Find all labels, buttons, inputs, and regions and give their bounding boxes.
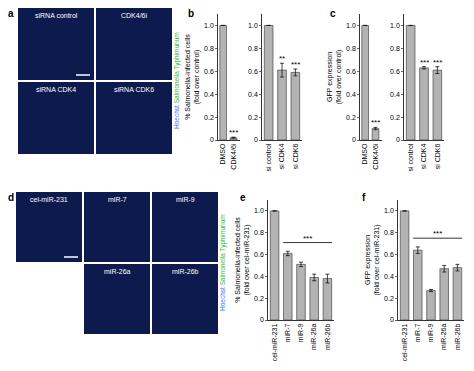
svg-text:DMSO: DMSO xyxy=(219,143,226,165)
svg-text:0.4: 0.4 xyxy=(248,91,258,98)
svg-text:0.2: 0.2 xyxy=(384,295,394,302)
svg-text:si CDK4: si CDK4 xyxy=(278,144,285,170)
svg-text:miR-9: miR-9 xyxy=(297,323,304,342)
svg-text:CDK4/6i: CDK4/6i xyxy=(372,143,379,170)
svg-text:***: *** xyxy=(433,58,442,67)
svg-text:0.6: 0.6 xyxy=(390,68,400,75)
svg-text:0.8: 0.8 xyxy=(390,45,400,52)
svg-text:1.0: 1.0 xyxy=(254,207,264,214)
svg-text:0: 0 xyxy=(390,316,394,323)
svg-text:0.2: 0.2 xyxy=(248,114,258,121)
svg-text:miR-26a: miR-26a xyxy=(310,323,317,350)
svg-text:siRNA CDK6: siRNA CDK6 xyxy=(114,86,154,93)
svg-text:0.4: 0.4 xyxy=(204,91,214,98)
svg-text:1.0: 1.0 xyxy=(248,22,258,29)
svg-text:b: b xyxy=(188,8,194,19)
svg-text:0.2: 0.2 xyxy=(254,295,264,302)
svg-text:0: 0 xyxy=(352,136,356,143)
svg-text:0.4: 0.4 xyxy=(254,273,264,280)
svg-text:0.8: 0.8 xyxy=(204,45,214,52)
svg-text:***: *** xyxy=(433,229,442,238)
svg-text:CDK4/6i: CDK4/6i xyxy=(121,12,148,19)
svg-text:e: e xyxy=(240,192,246,203)
svg-text:***: *** xyxy=(371,118,380,127)
svg-text:miR-26a: miR-26a xyxy=(104,268,131,275)
svg-text:0: 0 xyxy=(260,316,264,323)
svg-text:0.6: 0.6 xyxy=(346,68,356,75)
svg-text:***: *** xyxy=(291,60,300,69)
svg-text:0.4: 0.4 xyxy=(384,273,394,280)
svg-text:1.0: 1.0 xyxy=(346,22,356,29)
svg-text:0: 0 xyxy=(254,136,258,143)
svg-text:miR-26b: miR-26b xyxy=(324,323,331,350)
svg-text:0.6: 0.6 xyxy=(384,251,394,258)
svg-text:0.2: 0.2 xyxy=(390,114,400,121)
svg-text:miR-26b: miR-26b xyxy=(454,323,461,350)
svg-text:cel-miR-231: cel-miR-231 xyxy=(30,196,68,203)
svg-text:0.4: 0.4 xyxy=(390,91,400,98)
svg-text:0.2: 0.2 xyxy=(204,114,214,121)
svg-text:***: *** xyxy=(229,128,238,137)
svg-text:0.8: 0.8 xyxy=(346,45,356,52)
svg-text:f: f xyxy=(362,192,366,203)
svg-text:a: a xyxy=(8,8,14,19)
svg-text:si control: si control xyxy=(265,143,272,171)
svg-text:0.6: 0.6 xyxy=(254,251,264,258)
svg-text:0: 0 xyxy=(396,136,400,143)
svg-text:miR-7: miR-7 xyxy=(414,323,421,342)
svg-text:miR-26a: miR-26a xyxy=(440,323,447,350)
svg-text:1.0: 1.0 xyxy=(384,207,394,214)
svg-text:1.0: 1.0 xyxy=(204,22,214,29)
svg-text:0.6: 0.6 xyxy=(204,68,214,75)
svg-text:cel-miR-231: cel-miR-231 xyxy=(271,323,278,361)
svg-text:0.8: 0.8 xyxy=(384,229,394,236)
svg-text:siRNA CDK4: siRNA CDK4 xyxy=(36,86,76,93)
svg-text:0.8: 0.8 xyxy=(254,229,264,236)
svg-text:GFP expression(fold over contr: GFP expression(fold over control) xyxy=(326,50,343,104)
svg-text:miR-26b: miR-26b xyxy=(172,268,199,275)
svg-text:***: *** xyxy=(420,58,429,67)
svg-text:% Salmonella-infected cells(fo: % Salmonella-infected cells(fold over ce… xyxy=(234,217,251,303)
svg-text:cel-miR-231: cel-miR-231 xyxy=(401,323,408,361)
svg-text:***: *** xyxy=(303,234,312,243)
svg-text:GFP expression(fold over cel-m: GFP expression(fold over cel-miR-231) xyxy=(364,224,381,295)
svg-text:miR-9: miR-9 xyxy=(427,323,434,342)
svg-text:1.0: 1.0 xyxy=(390,22,400,29)
svg-text:0.4: 0.4 xyxy=(346,91,356,98)
svg-text:si CDK6: si CDK6 xyxy=(292,144,299,170)
svg-text:0.2: 0.2 xyxy=(346,114,356,121)
svg-text:0.6: 0.6 xyxy=(248,68,258,75)
svg-text:**: ** xyxy=(279,54,285,63)
svg-text:miR-9: miR-9 xyxy=(176,196,195,203)
svg-text:miR-7: miR-7 xyxy=(284,323,291,342)
svg-text:c: c xyxy=(330,8,336,19)
svg-text:si CDK6: si CDK6 xyxy=(434,144,441,170)
svg-text:CDK4/6i: CDK4/6i xyxy=(230,143,237,170)
svg-text:Hoechst Salmonella Typhimurium: Hoechst Salmonella Typhimurium xyxy=(219,214,227,311)
svg-text:% Salmonella-infected cells(fo: % Salmonella-infected cells(fold over co… xyxy=(184,34,201,120)
svg-text:0: 0 xyxy=(210,136,214,143)
svg-text:siRNA control: siRNA control xyxy=(35,12,78,19)
svg-text:miR-7: miR-7 xyxy=(108,196,127,203)
svg-text:Hoechst Salmonella Typhimurium: Hoechst Salmonella Typhimurium xyxy=(173,32,181,129)
svg-text:si control: si control xyxy=(407,143,414,171)
svg-text:si CDK4: si CDK4 xyxy=(420,144,427,170)
svg-text:DMSO: DMSO xyxy=(361,143,368,165)
svg-text:d: d xyxy=(8,192,14,203)
svg-text:0.8: 0.8 xyxy=(248,45,258,52)
